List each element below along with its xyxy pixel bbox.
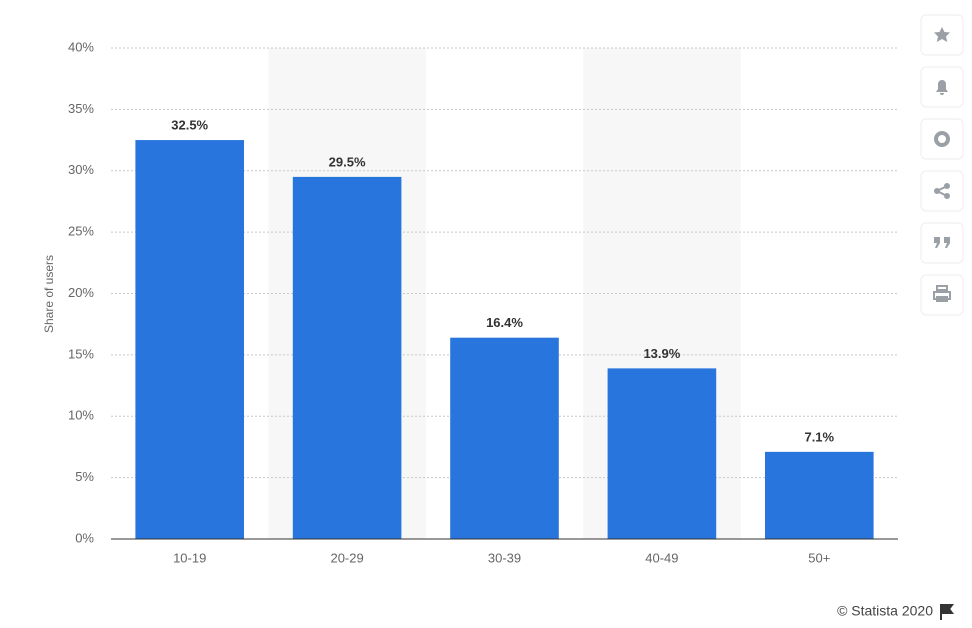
star-icon (934, 27, 950, 42)
print-button[interactable] (920, 274, 964, 316)
data-label: 13.9% (643, 346, 680, 361)
gear-icon (934, 131, 950, 147)
bar (764, 451, 874, 539)
data-label: 32.5% (171, 118, 208, 133)
y-tick-label: 35% (68, 101, 94, 116)
print-icon (933, 285, 951, 302)
data-label: 16.4% (486, 315, 523, 330)
y-tick-label: 25% (68, 224, 94, 239)
x-tick-label: 20-29 (330, 550, 363, 565)
data-label: 7.1% (804, 429, 834, 444)
y-tick-label: 5% (75, 469, 94, 484)
data-label: 29.5% (329, 154, 366, 169)
bar (135, 140, 245, 539)
bar (292, 176, 402, 539)
y-tick-label: 20% (68, 285, 94, 300)
share-button[interactable] (920, 170, 964, 212)
settings-button[interactable] (920, 118, 964, 160)
sidebar (920, 14, 964, 316)
quote-icon (934, 237, 950, 248)
y-tick-label: 10% (68, 408, 94, 423)
x-tick-label: 50+ (808, 550, 830, 565)
share-icon (934, 183, 950, 199)
y-axis-title: Share of users (42, 255, 56, 333)
y-tick-label: 15% (68, 346, 94, 361)
bar (450, 337, 559, 539)
credit: © Statista 2020 (837, 603, 933, 619)
x-tick-label: 10-19 (173, 550, 206, 565)
flag-icon (940, 604, 954, 620)
x-tick-label: 30-39 (488, 550, 521, 565)
bar (607, 368, 717, 539)
y-tick-label: 30% (68, 162, 94, 177)
y-tick-label: 40% (68, 39, 94, 54)
y-tick-label: 0% (75, 530, 94, 545)
bell-icon (936, 80, 948, 95)
cite-button[interactable] (920, 222, 964, 264)
x-tick-label: 40-49 (645, 550, 678, 565)
